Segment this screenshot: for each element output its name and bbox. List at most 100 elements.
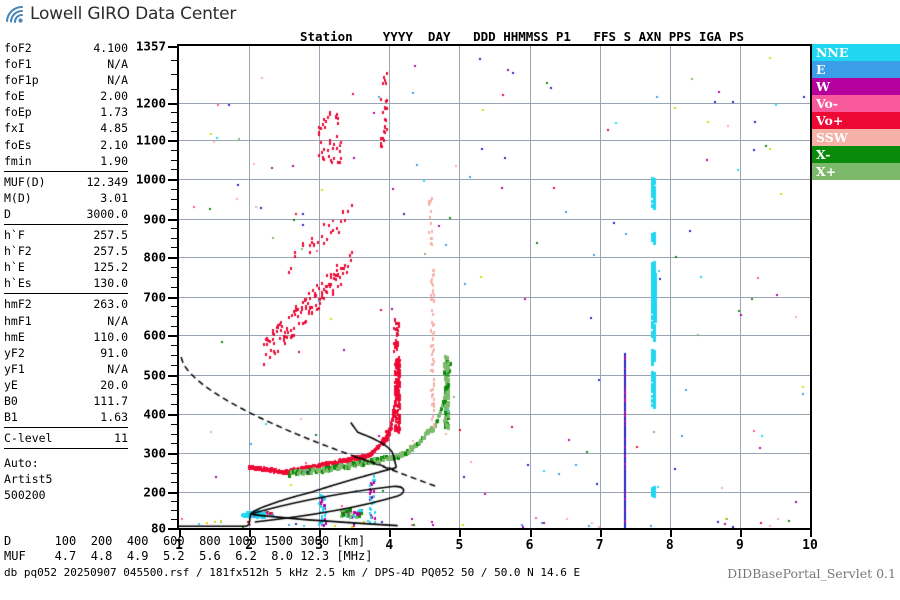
- x-tick-label: 10: [802, 538, 818, 553]
- servlet-label: DIDBasePortal_Servlet 0.1: [727, 566, 896, 581]
- param-row-md: M(D) 3.01: [4, 190, 128, 206]
- auto-line: 500200: [4, 488, 46, 503]
- x-tick: [179, 530, 181, 537]
- brand-header: Lowell GIRO Data Center: [4, 4, 236, 24]
- y-tick-minor: [171, 169, 177, 171]
- x-tick-label: 4: [385, 538, 394, 553]
- param-value: 263.0: [93, 297, 128, 312]
- param-row-fxi: fxI 4.85: [4, 120, 128, 136]
- y-tick-minor: [171, 228, 177, 230]
- legend-item-x[interactable]: X-: [812, 146, 900, 163]
- legend-item-x[interactable]: X+: [812, 163, 900, 180]
- param-value: N/A: [107, 57, 128, 72]
- y-tick-major: [168, 257, 177, 260]
- param-key: hmF2: [4, 297, 32, 312]
- param-value: 130.0: [93, 276, 128, 291]
- y-tick-minor: [171, 131, 177, 133]
- param-value: 4.100: [93, 41, 128, 55]
- legend-item-vo[interactable]: Vo-: [812, 95, 900, 112]
- param-value: 1.73: [100, 105, 128, 120]
- legend-item-vo[interactable]: Vo+: [812, 112, 900, 129]
- y-tick-label: 1100: [135, 132, 166, 148]
- param-row-fmin: fmin 1.90: [4, 153, 128, 169]
- param-value: 257.5: [93, 228, 128, 243]
- param-key: h`Es: [4, 276, 32, 291]
- param-row-foep: foEp 1.73: [4, 104, 128, 120]
- ionogram-plot[interactable]: [177, 44, 812, 530]
- y-tick-major: [168, 296, 177, 299]
- param-value: N/A: [107, 361, 128, 376]
- y-tick-minor: [171, 121, 177, 123]
- y-tick-major: [168, 46, 177, 48]
- param-key: hmF1: [4, 313, 32, 328]
- y-tick-major: [168, 528, 177, 530]
- y-tick-minor: [171, 315, 177, 317]
- y-tick-major: [168, 179, 177, 182]
- y-tick-minor: [171, 159, 177, 161]
- muf-row-distance: D 100 200 400 600 800 1000 1500 3000 [km…: [4, 534, 366, 548]
- legend: NNE E W Vo- Vo+ SSW X- X+: [812, 44, 900, 180]
- x-tick-label: 8: [665, 538, 674, 553]
- y-tick-minor: [171, 354, 177, 356]
- y-tick-minor: [171, 88, 177, 90]
- wifi-arc-icon: [4, 4, 28, 24]
- x-tick: [529, 530, 532, 537]
- param-value: 1.90: [100, 153, 128, 168]
- param-row-foe: foE 2.00: [4, 88, 128, 104]
- param-value: N/A: [107, 313, 128, 328]
- y-tick-minor: [171, 384, 177, 386]
- station-header-labels: Station YYYY DAY DDD HHMMSS P1 FFS S AXN…: [300, 29, 745, 44]
- y-tick-minor: [171, 325, 177, 327]
- param-row-fof1: foF1 N/A: [4, 56, 128, 72]
- param-row-hmf1: hmF1 N/A: [4, 313, 128, 329]
- legend-item-ssw[interactable]: SSW: [812, 129, 900, 146]
- param-key: C-level: [4, 431, 53, 446]
- param-row-hmf2: hmF2 263.0: [4, 296, 128, 312]
- param-key: yF1: [4, 361, 25, 376]
- y-tick-label: 800: [143, 249, 166, 265]
- y-tick-label: 700: [143, 289, 166, 305]
- param-row-mufd: MUF(D) 12.349: [4, 174, 128, 190]
- param-key: foEp: [4, 105, 32, 120]
- param-value: 125.2: [93, 260, 128, 275]
- param-divider: [4, 170, 128, 172]
- param-value: 111.7: [93, 393, 128, 408]
- param-row-b0: B0 111.7: [4, 393, 128, 409]
- param-row-b1: B1 1.63: [4, 409, 128, 425]
- param-divider: [4, 448, 128, 450]
- y-tick-minor: [171, 112, 177, 114]
- param-value: 1.63: [100, 410, 128, 425]
- param-row-d: D 3000.0: [4, 206, 128, 222]
- param-value: 3.01: [100, 190, 128, 205]
- param-value: 20.0: [100, 377, 128, 392]
- param-row-fof2: foF2 4.100: [4, 40, 128, 56]
- param-key: foF1p: [4, 73, 39, 88]
- legend-item-e[interactable]: E: [812, 61, 900, 78]
- y-tick-minor: [171, 500, 177, 502]
- y-tick-minor: [171, 509, 177, 511]
- y-tick-major: [168, 335, 177, 338]
- param-value: 3000.0: [86, 206, 128, 221]
- legend-item-nne[interactable]: NNE: [812, 44, 900, 61]
- param-row-hf: h`F 257.5: [4, 227, 128, 243]
- param-row-clevel: C-level 11: [4, 430, 128, 446]
- param-value: 2.10: [100, 137, 128, 152]
- param-row-yf2: yF2 91.0: [4, 345, 128, 361]
- param-value: 110.0: [93, 329, 128, 344]
- y-tick-major: [168, 491, 177, 494]
- x-axis: 1 2 3 4 5 6 7 8 9 10: [175, 530, 818, 556]
- param-value: N/A: [107, 73, 128, 88]
- param-key: h`F2: [4, 244, 32, 259]
- x-tick: [599, 530, 602, 537]
- param-value: 4.85: [100, 121, 128, 136]
- x-tick: [249, 530, 252, 537]
- param-divider: [4, 224, 128, 226]
- y-tick-minor: [171, 306, 177, 308]
- legend-item-w[interactable]: W: [812, 78, 900, 95]
- param-key: foF1: [4, 57, 32, 72]
- param-key: yE: [4, 377, 18, 392]
- ionogram-canvas: [179, 46, 810, 528]
- y-tick-minor: [171, 394, 177, 396]
- y-tick-minor: [171, 482, 177, 484]
- y-tick-label: 400: [143, 406, 166, 422]
